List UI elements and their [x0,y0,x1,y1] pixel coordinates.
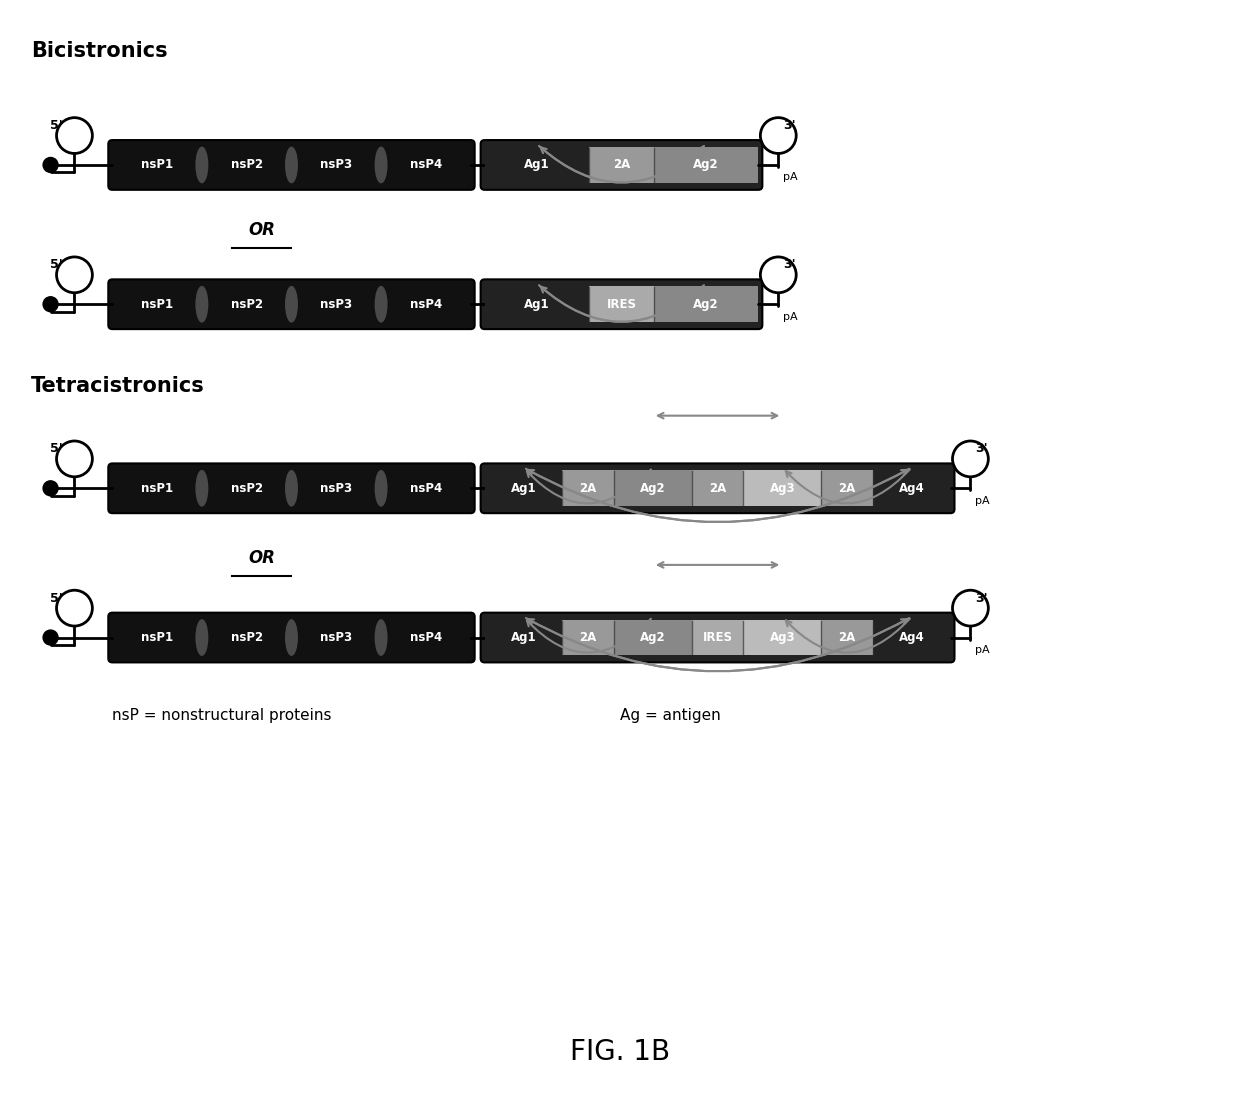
Bar [743,620,821,656]
Bar [691,620,743,656]
Text: Bicistronics: Bicistronics [31,40,167,60]
Ellipse shape [374,146,388,184]
Text: Ag1: Ag1 [510,631,536,644]
Bar [691,470,743,506]
Circle shape [43,481,58,496]
Bar [484,620,563,656]
Bar [563,620,615,656]
FancyBboxPatch shape [108,463,475,514]
FancyBboxPatch shape [108,140,475,190]
Text: Ag1: Ag1 [524,297,550,310]
Text: Ag2: Ag2 [694,158,719,172]
Text: pA: pA [783,173,798,183]
Bar [821,470,872,506]
Text: OR: OR [248,221,275,238]
Text: nsP4: nsP4 [410,482,442,495]
Text: 2A: 2A [613,158,631,172]
Ellipse shape [374,470,388,507]
FancyBboxPatch shape [481,613,954,662]
Circle shape [43,297,58,312]
Text: Ag1: Ag1 [524,158,550,172]
Text: nsP4: nsP4 [410,297,442,310]
Text: 5': 5' [50,119,63,132]
Text: 2A: 2A [839,482,856,495]
Text: Ag4: Ag4 [898,631,924,644]
Ellipse shape [285,146,297,184]
Text: 5': 5' [50,591,63,604]
Text: Ag2: Ag2 [641,631,665,644]
Ellipse shape [374,619,388,656]
Text: pA: pA [975,496,990,506]
Ellipse shape [285,286,297,322]
Bar [654,286,758,322]
FancyBboxPatch shape [108,613,475,662]
Text: pA: pA [975,645,990,655]
Text: Ag1: Ag1 [510,482,536,495]
Bar [589,286,654,322]
FancyBboxPatch shape [481,140,762,190]
Text: 2A: 2A [580,482,597,495]
Bar [484,470,563,506]
FancyBboxPatch shape [108,280,475,329]
Text: Ag3: Ag3 [769,482,795,495]
Text: nsP2: nsP2 [230,297,263,310]
Text: IRES: IRES [703,631,732,644]
Text: 5': 5' [50,443,63,456]
Bar [743,470,821,506]
Text: Ag4: Ag4 [898,482,924,495]
Ellipse shape [374,286,388,322]
Ellipse shape [196,619,208,656]
Text: nsP2: nsP2 [230,631,263,644]
Text: 2A: 2A [709,482,726,495]
Text: Tetracistronics: Tetracistronics [31,376,204,396]
Text: Ag = antigen: Ag = antigen [620,707,721,722]
Text: 5': 5' [50,258,63,271]
Text: Ag2: Ag2 [694,297,719,310]
Text: OR: OR [248,549,275,567]
Ellipse shape [285,470,297,507]
Bar [484,148,589,183]
Text: nsP3: nsP3 [320,631,352,644]
Ellipse shape [196,286,208,322]
Bar [484,286,589,322]
Bar [821,620,872,656]
FancyBboxPatch shape [481,463,954,514]
Text: nsP3: nsP3 [320,158,352,172]
Text: 3': 3' [975,443,987,456]
Text: 2A: 2A [839,631,856,644]
Ellipse shape [196,146,208,184]
Text: 3': 3' [783,258,795,271]
Text: FIG. 1B: FIG. 1B [570,1038,670,1067]
Circle shape [43,630,58,645]
Text: Ag3: Ag3 [769,631,795,644]
Text: nsP2: nsP2 [230,158,263,172]
Bar [589,148,654,183]
Text: nsP1: nsP1 [141,482,173,495]
Text: nsP = nonstructural proteins: nsP = nonstructural proteins [113,707,332,722]
Text: 3': 3' [783,119,795,132]
Text: Ag2: Ag2 [641,482,665,495]
Ellipse shape [196,470,208,507]
Bar [872,470,950,506]
Text: 2A: 2A [580,631,597,644]
Text: nsP1: nsP1 [141,297,173,310]
Text: nsP4: nsP4 [410,158,442,172]
Text: nsP1: nsP1 [141,631,173,644]
Text: nsP3: nsP3 [320,482,352,495]
Bar [872,620,950,656]
Text: nsP2: nsP2 [230,482,263,495]
Bar [654,148,758,183]
Bar [615,620,691,656]
Text: IRES: IRES [607,297,637,310]
Text: pA: pA [783,312,798,321]
Text: 3': 3' [975,591,987,604]
Ellipse shape [285,619,297,656]
Circle shape [43,157,58,173]
Text: nsP1: nsP1 [141,158,173,172]
Text: nsP4: nsP4 [410,631,442,644]
FancyBboxPatch shape [481,280,762,329]
Bar [563,470,615,506]
Bar [615,470,691,506]
Text: nsP3: nsP3 [320,297,352,310]
